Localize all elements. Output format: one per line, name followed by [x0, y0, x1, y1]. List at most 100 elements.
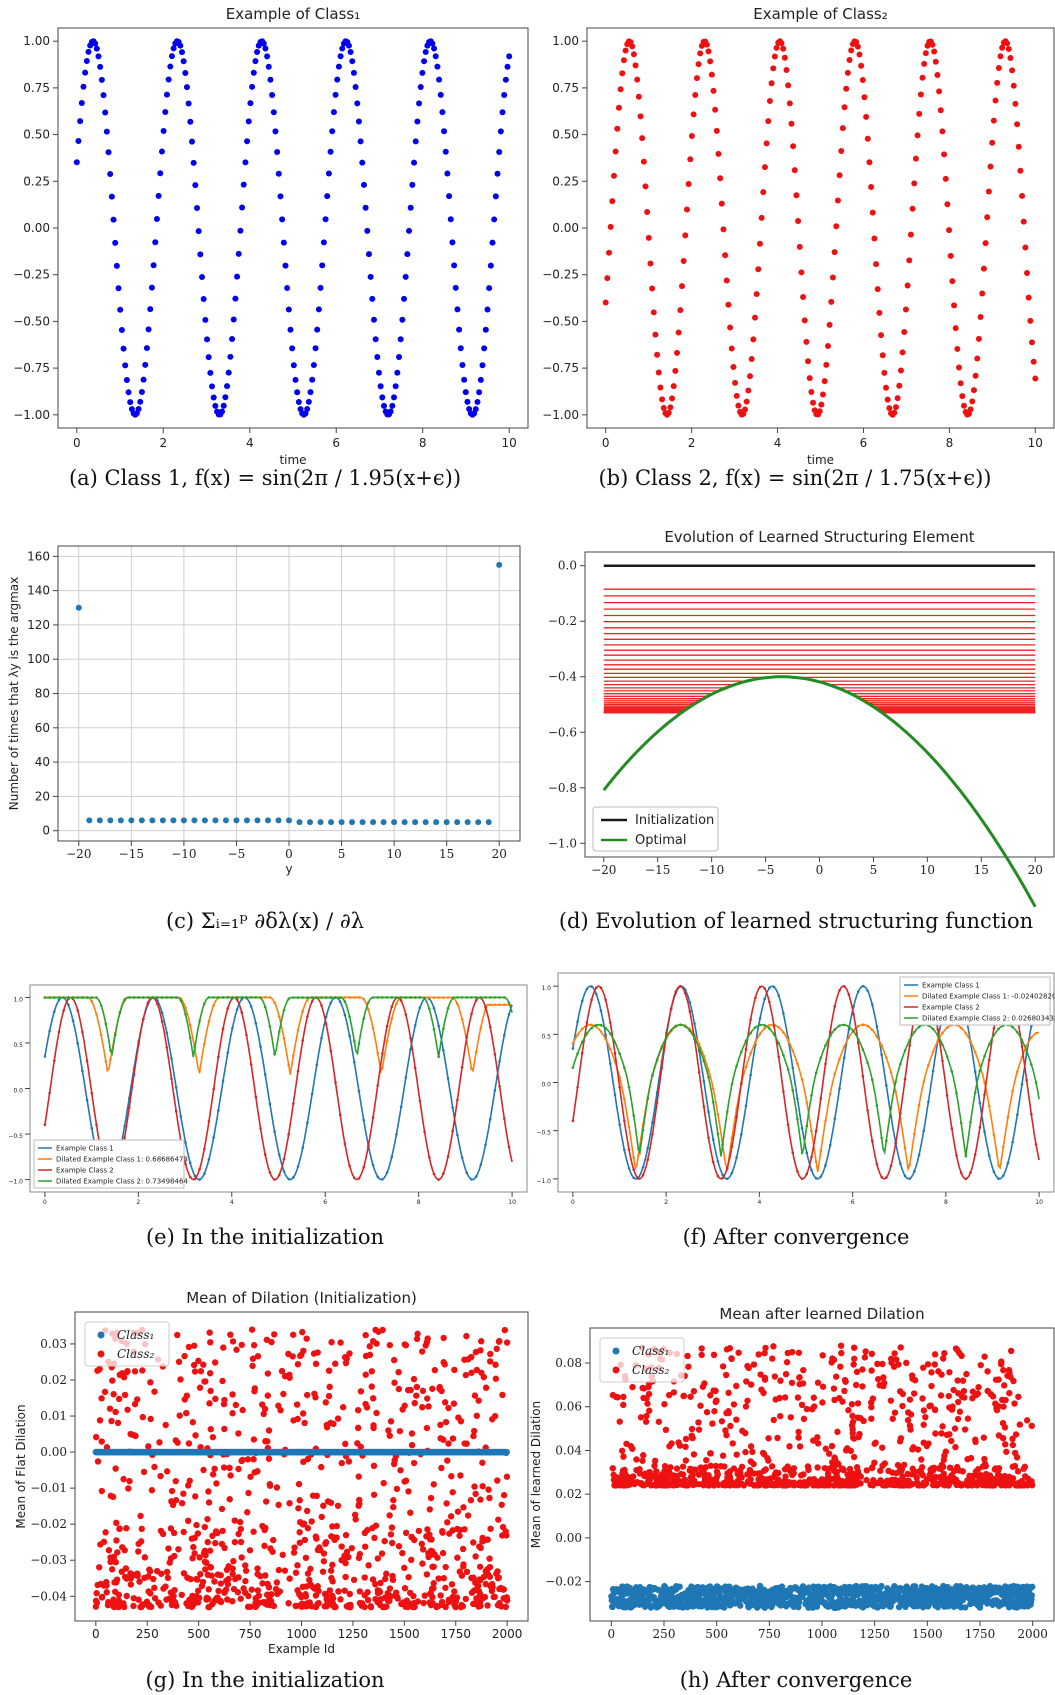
panel-a-point [295, 398, 302, 405]
panel-h-class2-point [996, 1477, 1003, 1484]
panel-g-class2-point [443, 1500, 450, 1507]
panel-f-series-marker [711, 1087, 715, 1091]
panel-f-series-marker [964, 1032, 968, 1035]
panel-h-class2-point [809, 1405, 816, 1413]
panel-g-class2-point [181, 1396, 188, 1403]
panel-a-point [113, 262, 120, 269]
panel-e-series-marker [460, 1065, 464, 1069]
panel-g-class2-point [262, 1524, 269, 1532]
panel-e-series-marker [381, 1178, 384, 1181]
panel-h-class2-point [702, 1464, 709, 1471]
panel-g-class2-point [397, 1467, 404, 1474]
panel-g-ytick-label: −0.01 [30, 1481, 67, 1495]
panel-e-series-marker [427, 1155, 431, 1159]
panel-h-class2-point [906, 1422, 914, 1429]
panel-e-series-marker [137, 1042, 140, 1046]
panel-g-class2-point [205, 1603, 212, 1611]
panel-e-series-marker [81, 996, 84, 999]
panel-h-class2-point [992, 1376, 1000, 1383]
panel-b-point [881, 369, 888, 376]
panel-f-series-marker [810, 1155, 813, 1159]
panel-a-point [317, 284, 324, 291]
panel-g-class2-point [261, 1600, 269, 1607]
panel-d-xtick-label: 0 [816, 863, 824, 877]
panel-h-class2-point [795, 1434, 802, 1441]
panel-b-point [674, 349, 681, 356]
panel-h-class2-point [909, 1446, 916, 1453]
panel-g-class2-point [113, 1579, 120, 1586]
panel-e-series-marker [442, 996, 445, 999]
panel-a-point [439, 109, 446, 116]
panel-h-class2-point [737, 1470, 744, 1477]
panel-g-class2-point [138, 1525, 145, 1533]
panel-g-class2-point [421, 1592, 428, 1599]
panel-h-title: Mean after learned Dilation [719, 1305, 924, 1323]
panel-h-class2-point [984, 1387, 991, 1395]
panel-f-series-marker [594, 1023, 598, 1027]
panel-g-class2-point [139, 1413, 146, 1421]
panel-h-class2-point [726, 1468, 734, 1475]
panel-g-class2-point [248, 1586, 255, 1593]
panel-g-class2-point [329, 1578, 336, 1585]
panel-b-point [854, 43, 861, 50]
panel-f-series-marker [623, 1097, 626, 1101]
panel-f-series-marker [814, 1129, 818, 1133]
panel-g-class2-point [169, 1501, 177, 1509]
panel-g-class2-point [246, 1547, 254, 1554]
panel-g-class2-point [96, 1417, 104, 1424]
panel-f-ytick-label: −0.5 [536, 1130, 551, 1137]
panel-e-series-marker [57, 996, 61, 999]
panel-g-class2-point [211, 1359, 219, 1366]
panel-g-class2-point [479, 1595, 486, 1602]
panel-e-series-marker [254, 1021, 258, 1025]
panel-h-class2-point [928, 1369, 935, 1376]
panel-g-class2-point [259, 1401, 266, 1408]
panel-h-class2-point [983, 1482, 990, 1489]
panel-g-class2-point [206, 1370, 214, 1377]
panel-e-series-marker [193, 1045, 197, 1049]
panel-b-axes-frame [586, 27, 1055, 429]
panel-b-point [798, 269, 805, 276]
panel-e-series-marker [395, 996, 398, 999]
panel-h-class2-point [621, 1480, 629, 1487]
panel-g-class2-point [451, 1601, 458, 1609]
panel-f-legend [899, 976, 1051, 1026]
panel-h-class2-point [781, 1478, 788, 1485]
panel-a-point [370, 316, 377, 323]
panel-f-series-marker [576, 1033, 579, 1037]
panel-e-series-marker [390, 1005, 394, 1009]
panel-a-point [392, 383, 399, 390]
panel-h-class2-point [684, 1352, 691, 1360]
panel-c-ylabel: Number of times that λy is the argmax [7, 577, 21, 811]
panel-f-series-marker [824, 1062, 827, 1066]
panel-h-class2-point [918, 1464, 926, 1471]
panel-b-xtick-label: 8 [946, 436, 954, 450]
panel-g-class2-point [201, 1566, 209, 1573]
panel-g-xtick-label: 750 [239, 1627, 262, 1641]
panel-g-class2-point [244, 1456, 252, 1463]
panel-h-class2-point [846, 1465, 854, 1473]
panel-f-series-marker [828, 1092, 832, 1096]
panel-g-class2-point [474, 1582, 482, 1590]
panel-e-series-marker [456, 1133, 459, 1137]
panel-e-series-marker [442, 1048, 445, 1052]
panel-g-class2-point [234, 1589, 242, 1596]
panel-g-class2-point [386, 1341, 394, 1349]
panel-h-class2-point [645, 1469, 653, 1476]
panel-f-series-marker [777, 1025, 781, 1029]
panel-a-point [170, 45, 177, 52]
panel-g-class2-point [307, 1565, 314, 1573]
panel-b-point [791, 167, 798, 174]
panel-e-series-marker [221, 996, 225, 999]
panel-e-series-marker [479, 1026, 483, 1029]
panel-g-class2-point [334, 1415, 342, 1422]
panel-h-class2-point [954, 1415, 962, 1423]
panel-f-series-marker [641, 1128, 645, 1132]
panel-e-series-marker [376, 1051, 380, 1055]
panel-a-point [380, 402, 387, 409]
panel-g-class2-point [164, 1574, 172, 1582]
panel-b-point [980, 265, 987, 272]
panel-f-series-marker [758, 1032, 762, 1036]
panel-h-class2-point [682, 1443, 689, 1450]
panel-a-point [484, 306, 491, 313]
